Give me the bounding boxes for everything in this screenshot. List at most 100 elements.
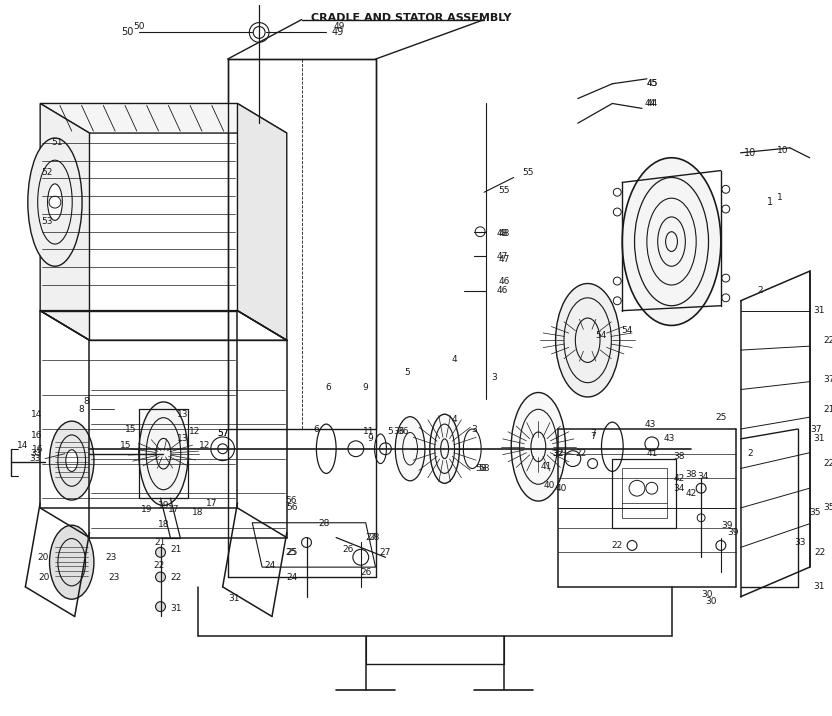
- Text: 6: 6: [314, 425, 319, 433]
- Text: 27: 27: [365, 533, 376, 542]
- Text: 43: 43: [644, 420, 656, 429]
- Text: 21: 21: [171, 545, 182, 554]
- Text: 46: 46: [496, 286, 508, 296]
- Text: 42: 42: [686, 488, 697, 498]
- Text: 34: 34: [674, 484, 685, 493]
- Text: 22: 22: [824, 336, 832, 344]
- Text: 50: 50: [133, 22, 145, 31]
- Text: 31: 31: [171, 604, 182, 613]
- Text: 49: 49: [332, 27, 344, 37]
- Polygon shape: [237, 104, 287, 340]
- Text: 5: 5: [388, 427, 394, 435]
- Text: 43: 43: [664, 435, 676, 443]
- Text: 39: 39: [727, 528, 739, 537]
- Text: 56: 56: [286, 503, 298, 513]
- Text: 48: 48: [496, 229, 508, 238]
- Polygon shape: [40, 104, 287, 133]
- Text: 22: 22: [824, 459, 832, 468]
- Text: 9: 9: [368, 435, 374, 443]
- Circle shape: [250, 23, 269, 42]
- Text: 58: 58: [475, 464, 487, 473]
- Text: 28: 28: [319, 519, 330, 528]
- Text: 27: 27: [379, 548, 391, 557]
- Text: 18: 18: [192, 508, 204, 518]
- Text: 47: 47: [496, 252, 508, 261]
- Text: 55: 55: [522, 168, 534, 177]
- Text: 1: 1: [767, 197, 773, 207]
- Text: 12: 12: [199, 441, 210, 450]
- Text: 20: 20: [37, 553, 49, 562]
- Text: 57: 57: [217, 430, 229, 438]
- Text: 25: 25: [286, 548, 297, 557]
- Text: 58: 58: [478, 464, 490, 473]
- Text: 41: 41: [646, 449, 657, 458]
- Text: 31: 31: [229, 594, 240, 603]
- Text: 17: 17: [167, 505, 179, 514]
- Text: 25: 25: [716, 412, 726, 422]
- Text: 32: 32: [552, 449, 564, 458]
- Text: 26: 26: [360, 568, 371, 576]
- Text: 19: 19: [158, 501, 169, 511]
- Text: 41: 41: [541, 462, 552, 471]
- Text: 34: 34: [697, 472, 709, 481]
- Text: 5: 5: [404, 368, 410, 377]
- Text: 2: 2: [757, 286, 763, 296]
- Text: 21: 21: [155, 538, 166, 547]
- Text: 36: 36: [394, 427, 405, 435]
- Text: 16: 16: [32, 432, 43, 440]
- Text: 51: 51: [52, 138, 62, 147]
- Text: 22: 22: [814, 548, 825, 557]
- Text: 54: 54: [622, 326, 633, 335]
- Text: 39: 39: [721, 521, 732, 531]
- Text: 11: 11: [363, 427, 374, 435]
- Text: 38: 38: [686, 470, 697, 479]
- Ellipse shape: [27, 138, 82, 266]
- Text: 33: 33: [29, 454, 41, 463]
- Text: 30: 30: [701, 590, 713, 599]
- Text: 2: 2: [748, 449, 753, 458]
- Text: 49: 49: [334, 22, 344, 31]
- Text: 36: 36: [398, 427, 409, 435]
- Text: 25: 25: [285, 548, 296, 557]
- Text: 19: 19: [141, 505, 152, 514]
- Circle shape: [156, 548, 166, 557]
- Ellipse shape: [47, 184, 62, 221]
- Ellipse shape: [622, 158, 721, 326]
- Text: 53: 53: [42, 218, 52, 226]
- Ellipse shape: [50, 421, 94, 500]
- Text: 23: 23: [106, 553, 116, 562]
- Text: 30: 30: [706, 597, 716, 606]
- Text: 31: 31: [814, 435, 825, 443]
- Text: 22: 22: [171, 573, 182, 581]
- Text: 52: 52: [42, 168, 52, 177]
- Text: 42: 42: [674, 474, 685, 483]
- Text: 44: 44: [646, 99, 657, 108]
- Text: 50: 50: [121, 27, 133, 37]
- Text: 4: 4: [452, 415, 458, 424]
- Ellipse shape: [50, 526, 94, 599]
- Text: 47: 47: [498, 255, 509, 264]
- Text: 31: 31: [814, 306, 825, 315]
- Text: 38: 38: [674, 452, 686, 461]
- Text: 45: 45: [646, 79, 657, 88]
- Ellipse shape: [66, 450, 77, 471]
- Text: 57: 57: [217, 430, 229, 438]
- Text: 4: 4: [452, 355, 458, 364]
- Text: 46: 46: [498, 276, 509, 286]
- Text: 24: 24: [286, 573, 297, 581]
- Text: 40: 40: [543, 480, 555, 490]
- Text: 37: 37: [810, 425, 821, 433]
- Text: 23: 23: [108, 573, 120, 581]
- Text: 22: 22: [153, 561, 164, 570]
- Ellipse shape: [430, 415, 459, 483]
- Text: 16: 16: [32, 445, 44, 454]
- Text: 37: 37: [824, 375, 832, 384]
- Ellipse shape: [139, 402, 188, 505]
- Text: 15: 15: [121, 441, 131, 450]
- Text: 8: 8: [79, 405, 85, 414]
- Text: 56: 56: [285, 495, 296, 505]
- Ellipse shape: [556, 284, 620, 397]
- Text: 14: 14: [31, 410, 42, 419]
- Text: 22: 22: [612, 541, 623, 550]
- Ellipse shape: [395, 417, 425, 481]
